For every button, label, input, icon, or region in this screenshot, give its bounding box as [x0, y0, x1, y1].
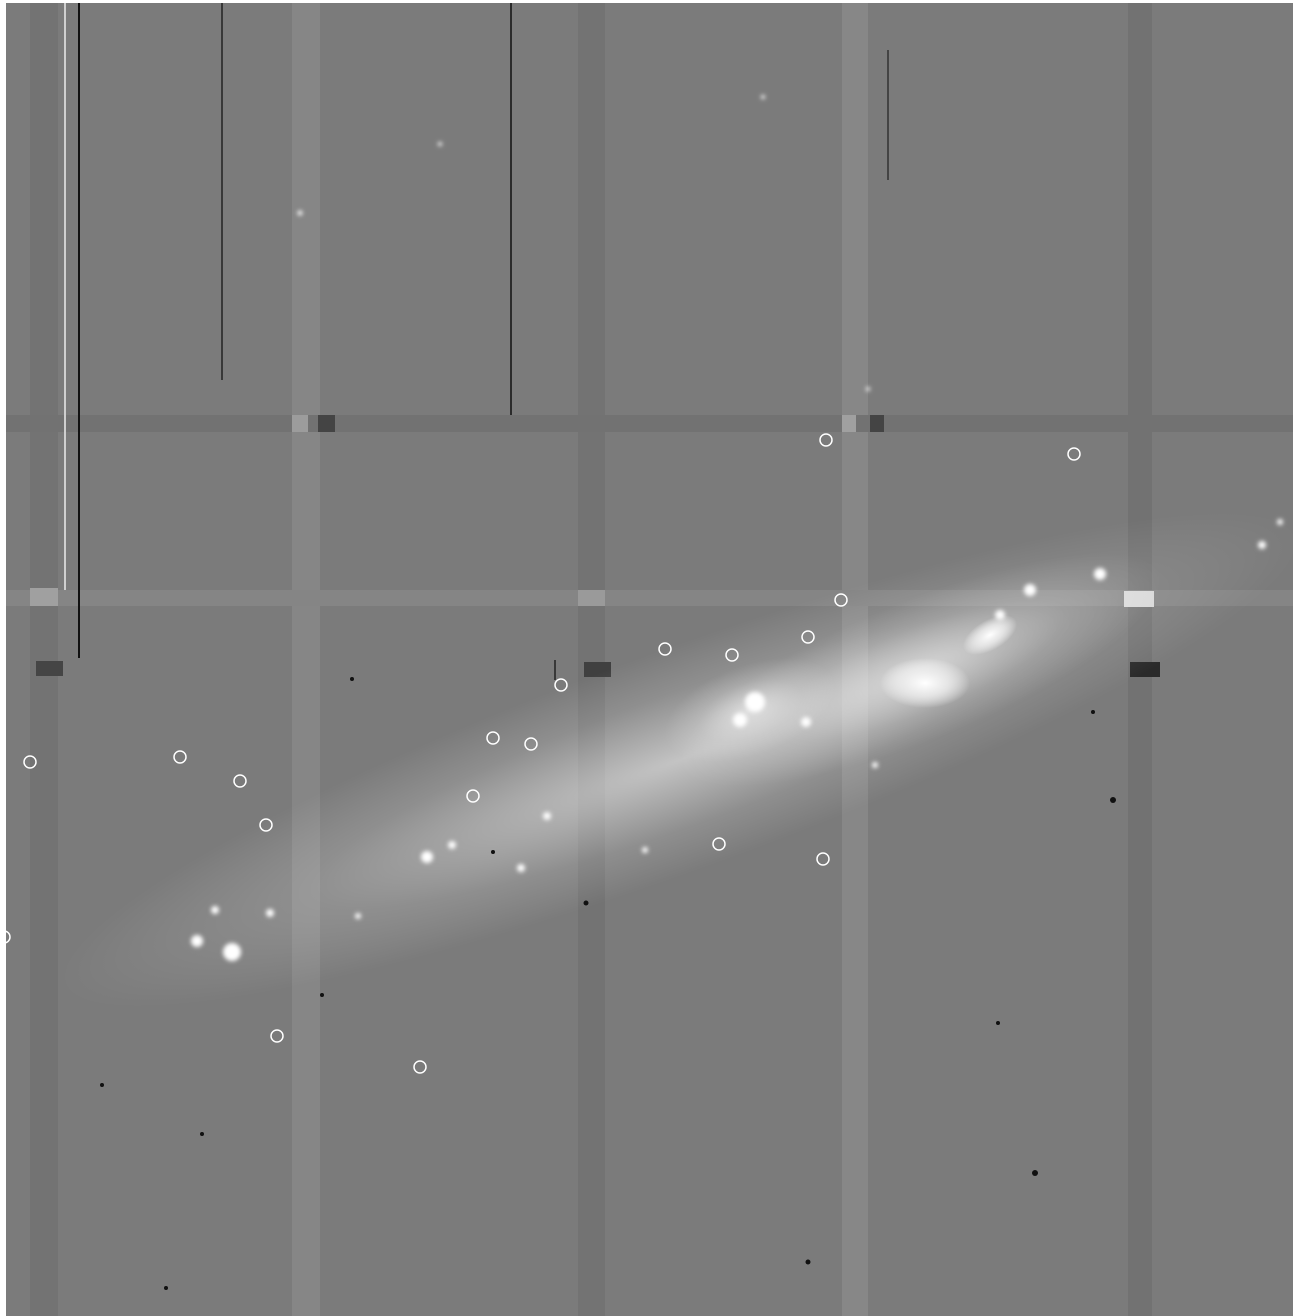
image-field [0, 0, 1297, 1316]
sky-image [0, 0, 1297, 1316]
